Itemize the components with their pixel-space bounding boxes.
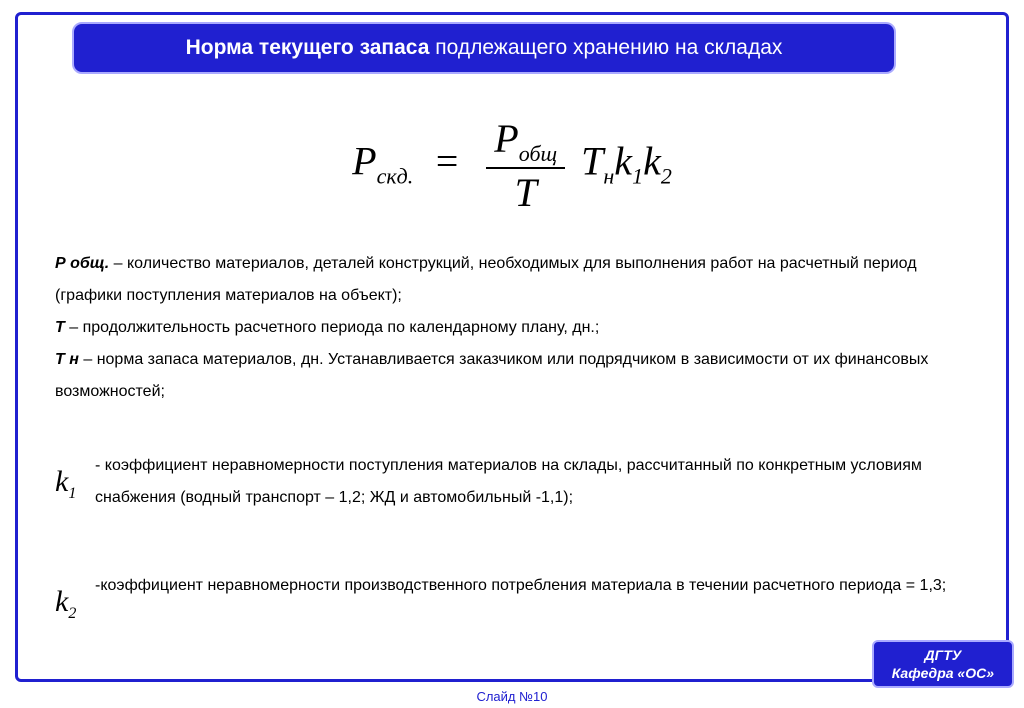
formula-fraction: Pобщ T xyxy=(486,115,565,216)
formula-t-sub: н xyxy=(603,164,614,189)
title-bar: Норма текущего запаса подлежащего хранен… xyxy=(72,22,896,74)
def-tn-term: Т н xyxy=(55,351,79,368)
title-rest: подлежащего хранению на складах xyxy=(429,36,782,59)
def-p-dash: – xyxy=(109,255,127,272)
formula-t: T xyxy=(581,139,603,184)
def-t-term: Т xyxy=(55,319,65,336)
def-tn-text: норма запаса материалов, дн. Устанавлива… xyxy=(55,351,928,400)
formula-k1-sub: 1 xyxy=(632,164,643,189)
def-t-dash: – xyxy=(65,319,83,336)
k2-text: -коэффициент неравномерности производств… xyxy=(95,570,965,602)
k1-symbol: k1 xyxy=(55,450,95,512)
formula-lhs-sub: скд. xyxy=(377,164,414,189)
fraction-numerator: Pобщ xyxy=(486,115,565,169)
k1-row: k1 - коэффициент неравномерности поступл… xyxy=(55,450,965,514)
def-tn-dash: – xyxy=(79,351,97,368)
formula-k2: k xyxy=(643,139,661,184)
department-badge: ДГТУ Кафедра «ОС» xyxy=(872,640,1014,688)
def-t-text: продолжительность расчетного периода по … xyxy=(83,319,600,336)
dept-line1: ДГТУ xyxy=(892,646,994,664)
main-formula: Pскд. = Pобщ T Tнk1k2 xyxy=(0,115,1024,216)
formula-k1: k xyxy=(614,139,632,184)
formula-k2-sub: 2 xyxy=(661,164,672,189)
k1-text: - коэффициент неравномерности поступлени… xyxy=(95,450,965,514)
fraction-denominator: T xyxy=(486,169,565,216)
k2-symbol: k2 xyxy=(55,570,95,632)
dept-line2: Кафедра «ОС» xyxy=(892,664,994,682)
formula-lhs-var: P xyxy=(352,139,376,184)
title-bold: Норма текущего запаса xyxy=(186,36,430,59)
slide-number: Слайд №10 xyxy=(0,689,1024,704)
def-p-term: Р общ. xyxy=(55,255,109,272)
definitions-block: Р общ. – количество материалов, деталей … xyxy=(55,248,965,408)
k2-row: k2 -коэффициент неравномерности производ… xyxy=(55,570,965,632)
def-p-text: количество материалов, деталей конструкц… xyxy=(55,255,917,304)
